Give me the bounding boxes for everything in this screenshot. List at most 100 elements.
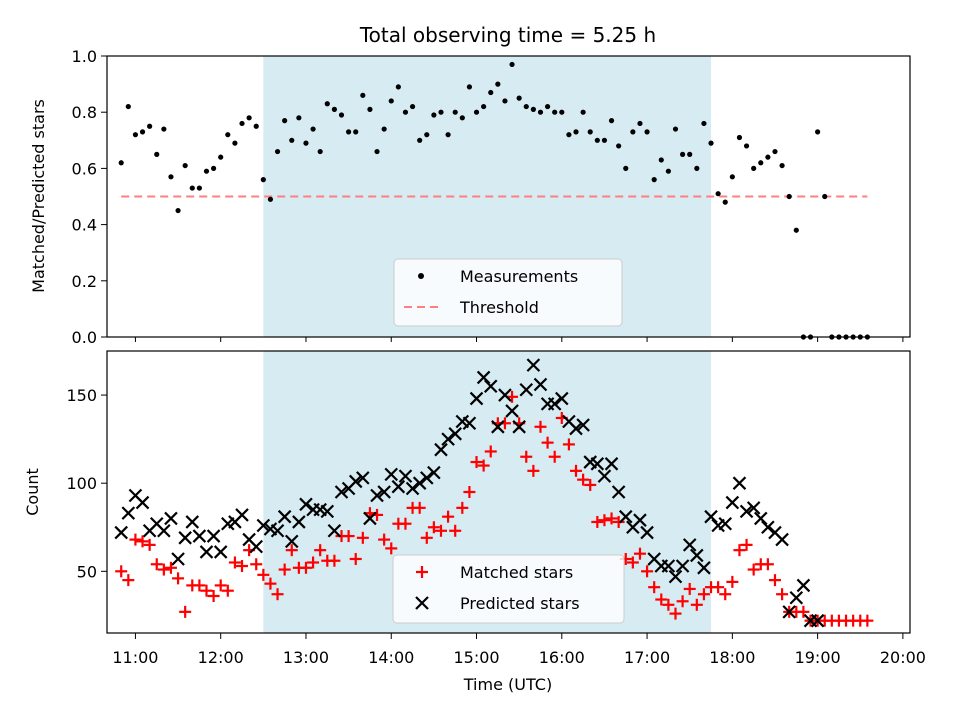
bottom-legend: Matched stars Predicted stars <box>392 554 625 624</box>
measurement-point <box>210 165 217 171</box>
predicted-star-point <box>213 545 228 559</box>
matched-star-point <box>719 588 732 601</box>
matched-star-point <box>122 574 135 587</box>
matched-star-point <box>427 521 440 534</box>
matched-star-point <box>641 565 654 578</box>
measurement-point <box>637 120 643 127</box>
bottom-legend-box <box>392 554 625 624</box>
measurement-point <box>132 132 139 138</box>
bottom-y-axis-label: Count <box>23 468 42 516</box>
matched-star-point <box>257 568 270 581</box>
measurement-point <box>381 126 387 132</box>
matched-star-point <box>527 464 540 477</box>
predicted-star-point <box>235 508 249 522</box>
predicted-star-point <box>597 469 612 483</box>
measurement-point <box>722 199 728 205</box>
matched-star-point <box>200 584 213 597</box>
bottom-y-tick-label: 50 <box>77 562 97 581</box>
measurement-point <box>232 140 238 146</box>
measurement-point <box>786 193 792 200</box>
matched-star-point <box>264 577 277 590</box>
matched-star-point <box>299 561 312 574</box>
matched-star-point <box>456 501 469 514</box>
measurement-point <box>338 112 345 118</box>
legend-predicted-marker <box>415 596 429 610</box>
matched-star-point <box>761 558 774 571</box>
bottom-x-tick-label: 16:00 <box>539 648 585 667</box>
bottom-x-tick-label: 14:00 <box>368 648 414 667</box>
legend-matched-marker <box>416 566 428 578</box>
matched-star-point <box>655 593 668 606</box>
top-y-tick-label: 0.0 <box>72 328 97 347</box>
predicted-star-point <box>704 509 718 524</box>
matched-star-point <box>221 584 234 597</box>
measurement-point <box>388 98 394 104</box>
predicted-star-point <box>682 538 697 552</box>
measurement-point <box>488 89 494 96</box>
predicted-star-point <box>327 523 342 538</box>
predicted-star-point <box>412 476 427 490</box>
predicted-star-point <box>569 421 583 436</box>
measurement-point <box>438 109 444 115</box>
measurement-point <box>473 109 480 115</box>
predicted-star-point <box>789 590 804 605</box>
predicted-star-point <box>206 529 221 543</box>
measurement-point <box>758 160 764 166</box>
predicted-star-point <box>483 379 498 394</box>
measurement-point <box>452 109 458 115</box>
bottom-x-tick-label: 19:00 <box>795 648 841 667</box>
measurement-point <box>161 126 167 132</box>
matched-star-point <box>626 556 639 569</box>
predicted-star-point <box>363 511 377 526</box>
predicted-star-point <box>533 377 548 392</box>
measurement-point <box>523 103 529 110</box>
predicted-star-point <box>661 559 676 573</box>
measurement-point <box>246 115 252 121</box>
matched-star-point <box>534 420 547 433</box>
measurement-point <box>267 196 274 202</box>
predicted-star-point <box>547 397 562 411</box>
measurement-point <box>658 157 664 163</box>
matched-star-point <box>115 565 128 578</box>
measurement-point <box>239 120 245 127</box>
predicted-star-point <box>121 506 136 520</box>
predicted-star-point <box>512 420 526 434</box>
predicted-star-point <box>498 388 512 402</box>
matched-star-point <box>236 560 249 573</box>
measurement-point <box>751 165 757 171</box>
measurement-point <box>530 106 536 112</box>
matched-star-point <box>740 538 753 551</box>
measurement-point <box>672 126 679 132</box>
measurement-point <box>253 123 259 129</box>
predicted-star-point <box>633 513 647 527</box>
top-x-ticks <box>134 337 904 342</box>
top-panel: 0.0 0.2 0.4 0.6 0.8 1.0 Total observing time … <box>29 23 911 347</box>
matched-star-point <box>179 605 192 618</box>
predicted-star-point <box>519 382 534 397</box>
matched-star-point <box>477 459 490 472</box>
legend-measurements-label: Measurements <box>460 267 578 286</box>
matched-stars-series <box>115 390 874 627</box>
matched-star-point <box>342 530 355 543</box>
matched-star-point <box>584 478 597 491</box>
bottom-x-tick-label: 15:00 <box>453 648 499 667</box>
legend-matched-label: Matched stars <box>460 563 573 582</box>
matched-star-point <box>712 581 725 594</box>
predicted-star-point <box>171 552 185 566</box>
matched-star-point <box>356 531 369 544</box>
measurement-point <box>282 118 288 124</box>
legend-threshold-label: Threshold <box>459 298 539 317</box>
matched-star-point <box>193 579 206 592</box>
top-y-tick-label: 0.2 <box>72 272 97 291</box>
matched-star-point <box>307 556 320 569</box>
top-chart-title: Total observing time = 5.25 h <box>359 23 656 47</box>
matched-star-point <box>612 515 625 528</box>
bottom-y-tick-label: 100 <box>66 474 97 493</box>
measurement-point <box>118 160 124 166</box>
bottom-y-tick-label: 150 <box>66 386 97 405</box>
matched-star-point <box>861 614 874 627</box>
matched-star-point <box>648 581 661 594</box>
matched-star-point <box>136 535 149 548</box>
